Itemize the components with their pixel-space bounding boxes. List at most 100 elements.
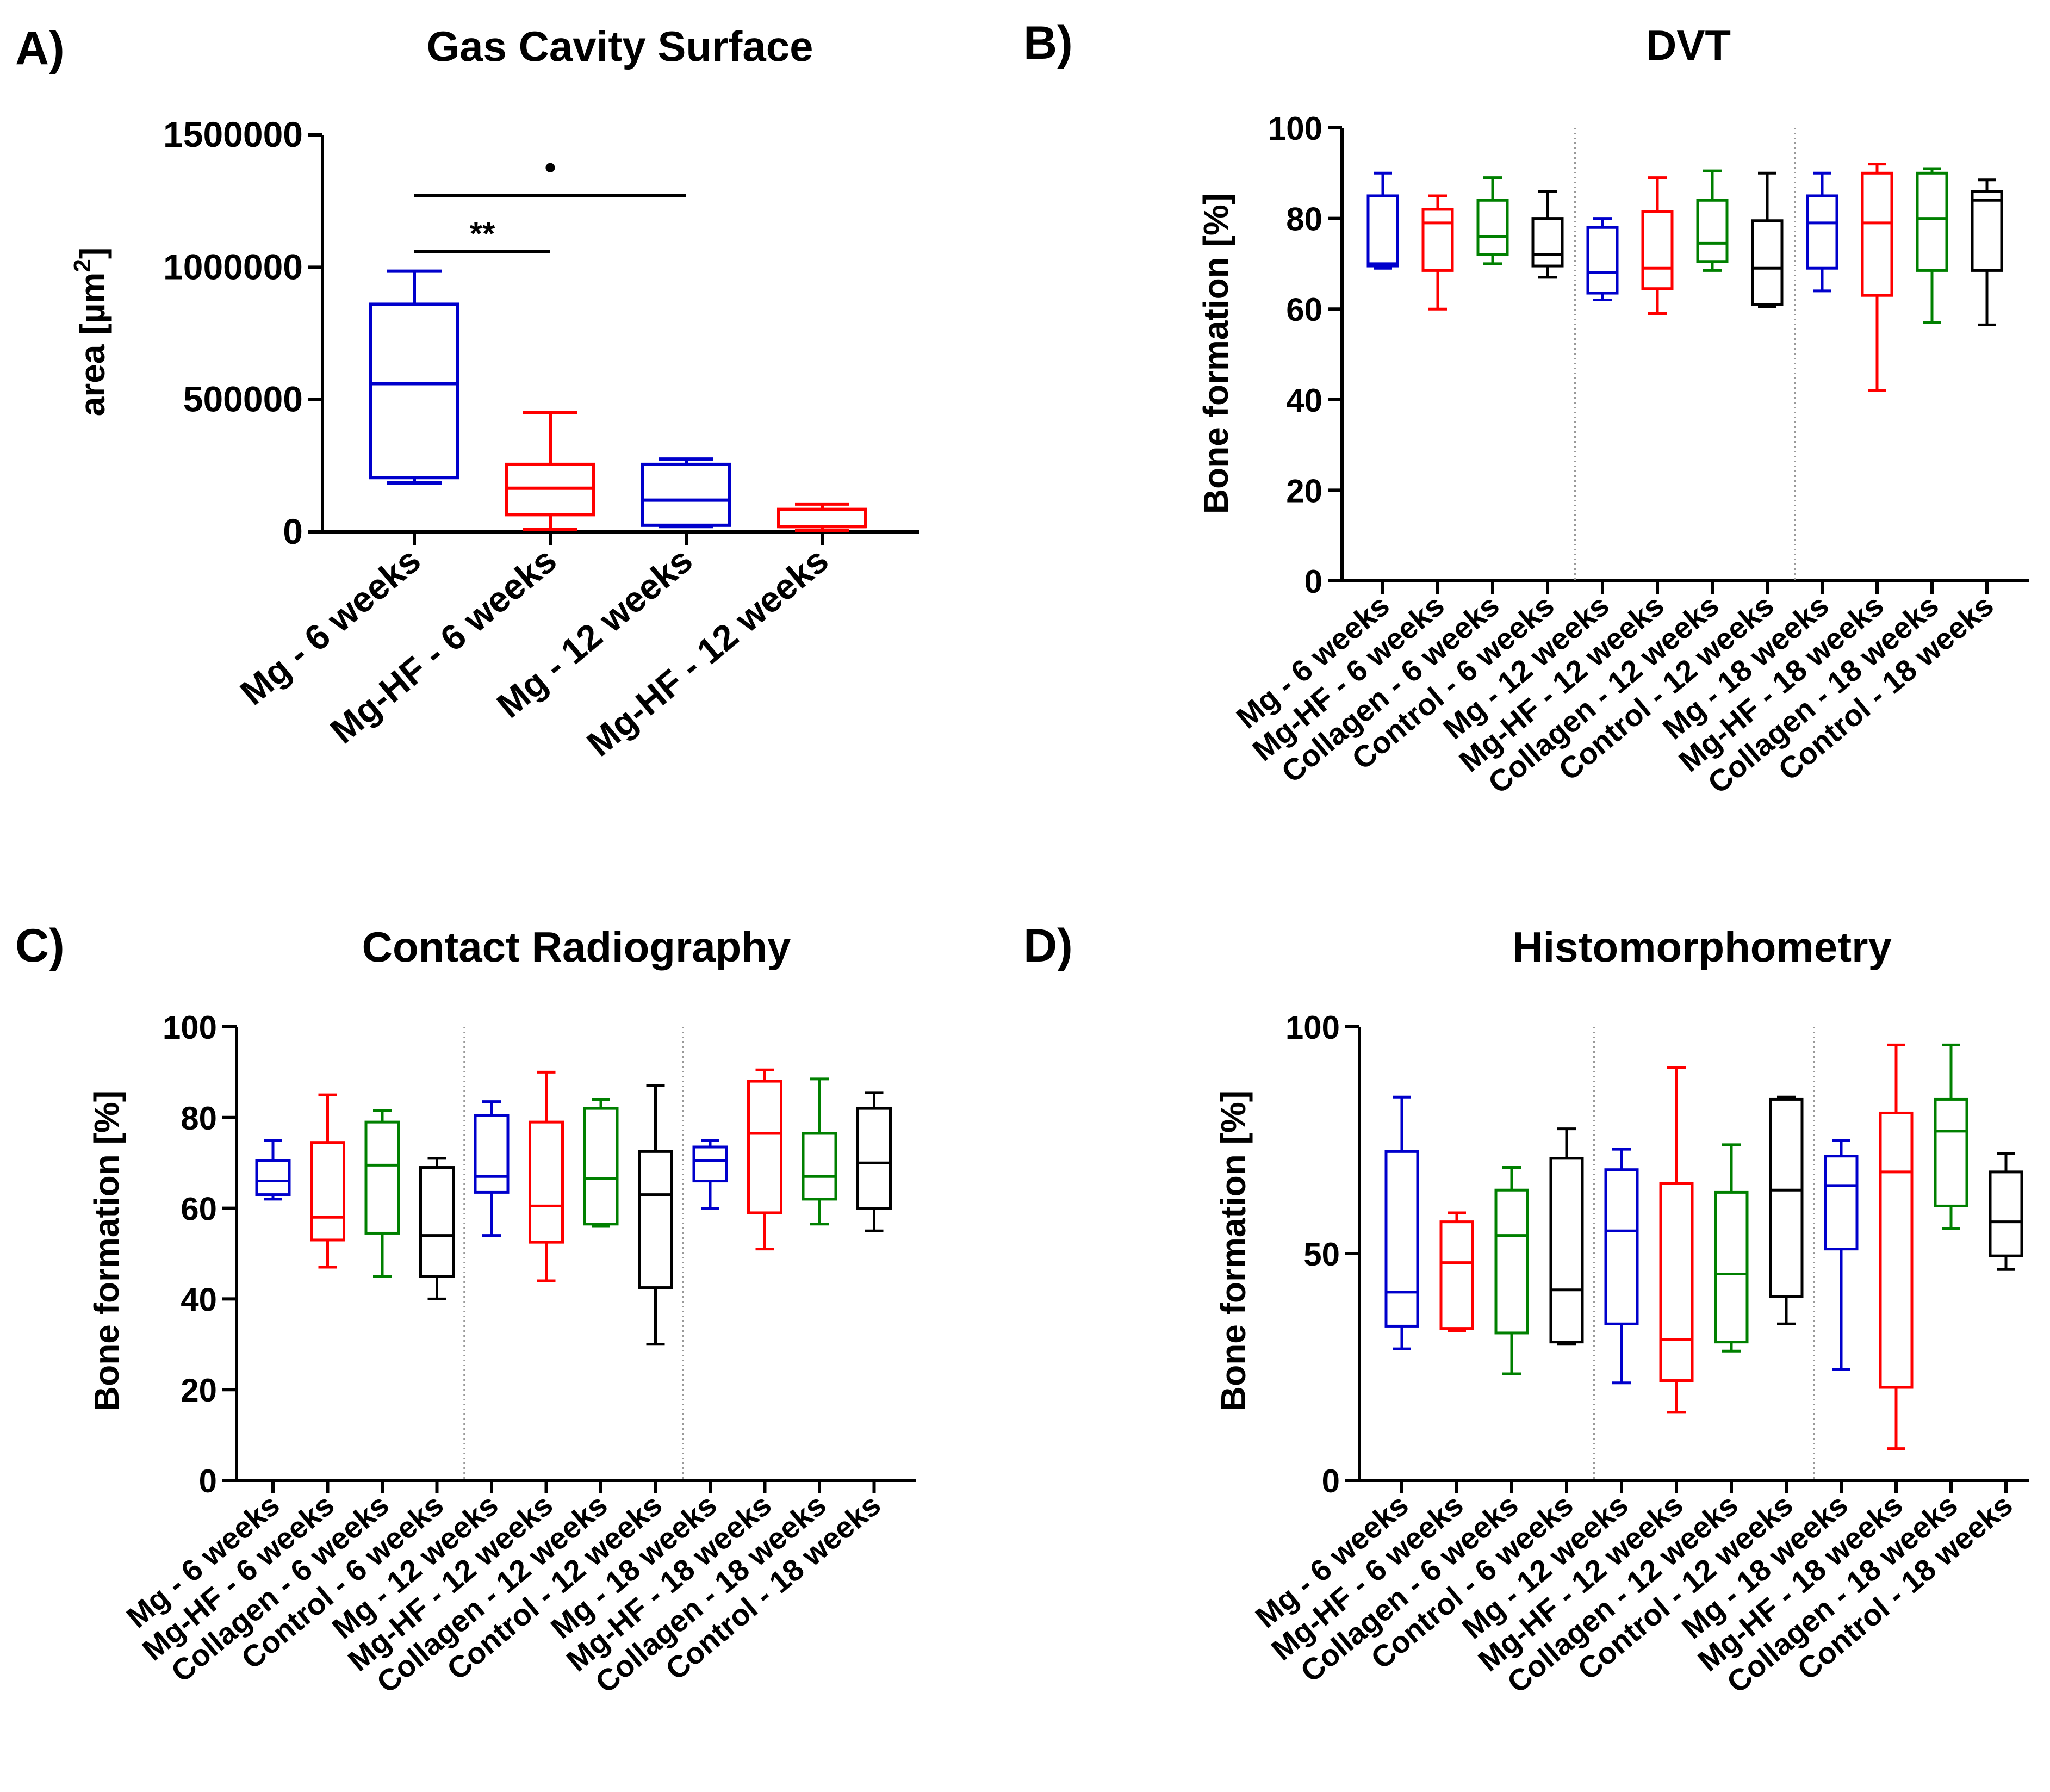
panel-a-significance-label: • — [544, 149, 556, 185]
panel-c-ytick-label: 20 — [181, 1372, 217, 1409]
panel-d-ytick-label: 50 — [1303, 1236, 1340, 1273]
box-iqr — [419, 1166, 455, 1278]
panel-a-y-axis-label-end: ] — [73, 247, 112, 259]
panel-b-box-mg-hf-18-weeks — [1861, 163, 1893, 392]
box-iqr — [1439, 1220, 1474, 1330]
box-iqr — [641, 462, 731, 527]
panel-c-box-mg-hf-12-weeks — [529, 1070, 564, 1282]
panel-a-letter: A) — [15, 22, 65, 75]
panel-a-y-axis-label-text: area [µm — [73, 272, 112, 417]
box-iqr — [1421, 208, 1454, 272]
panel-a-y-axis-label: area [µm2] — [69, 247, 112, 416]
box-iqr — [1916, 171, 1948, 272]
panel-b-box-collagen-18-weeks — [1916, 167, 1948, 324]
box-iqr — [1971, 190, 2003, 272]
panel-c-ytick-label: 60 — [181, 1191, 217, 1227]
panel-d-box-collagen-18-weeks — [1934, 1043, 1968, 1230]
panel-c-box-collagen-18-weeks — [802, 1077, 837, 1226]
panel-b-box-control-18-weeks — [1971, 178, 2003, 326]
box-iqr — [529, 1120, 564, 1244]
box-iqr — [255, 1159, 291, 1196]
panel-b-box-mg-hf-12-weeks — [1641, 176, 1674, 315]
panel-b-box-collagen-12-weeks — [1696, 169, 1729, 272]
panel-d-ytick-label: 100 — [1285, 1009, 1340, 1046]
panel-b-box-collagen-6-weeks — [1476, 176, 1509, 265]
panel-b-ytick-label: 60 — [1286, 292, 1322, 328]
panel-c-box-control-6-weeks — [419, 1157, 455, 1300]
panel-c-letter: C) — [15, 920, 65, 972]
panel-d-box-mg-6-weeks — [1384, 1095, 1419, 1350]
box-iqr — [692, 1145, 728, 1183]
panel-c-box-collagen-6-weeks — [364, 1109, 400, 1278]
panel-a-ytick-label: 1000000 — [163, 246, 303, 287]
panel-b-box-mg-18-weeks — [1806, 171, 1838, 293]
panel-b-box-mg-12-weeks — [1586, 217, 1619, 302]
box-iqr — [1494, 1188, 1529, 1335]
box-iqr — [1714, 1190, 1749, 1344]
box-iqr — [1934, 1097, 1968, 1207]
box-iqr — [1531, 217, 1564, 268]
panel-c-box-mg-12-weeks — [474, 1100, 510, 1237]
panel-b-box-mg-6-weeks — [1366, 171, 1399, 270]
panel-a-box-mg-12-weeks — [641, 457, 731, 529]
box-iqr — [1586, 226, 1619, 295]
panel-d-box-mg-12-weeks — [1604, 1148, 1639, 1385]
panel-d-box-mg-hf-12-weeks — [1659, 1066, 1694, 1414]
panel-a-ytick-label: 0 — [283, 511, 303, 551]
panel-b-ytick-label: 80 — [1286, 201, 1322, 238]
panel-b-y-axis-label: Bone formation [%] — [1196, 193, 1235, 514]
panel-c-ytick-label: 80 — [181, 1100, 217, 1137]
box-iqr — [1641, 210, 1674, 290]
panel-d-box-control-12-weeks — [1769, 1095, 1804, 1325]
panel-b-ytick-label: 20 — [1286, 473, 1322, 509]
box-iqr — [1476, 199, 1509, 256]
box-iqr — [747, 1080, 782, 1214]
panel-a-box-mg-6-weeks — [369, 269, 459, 485]
panel-c-box-mg-hf-18-weeks — [747, 1068, 782, 1251]
box-iqr — [310, 1141, 345, 1242]
panel-c-box-mg-6-weeks — [255, 1139, 291, 1201]
box-iqr — [364, 1120, 400, 1235]
box-iqr — [1696, 199, 1729, 263]
box-iqr — [1751, 219, 1784, 306]
panel-a-ytick-label: 500000 — [183, 379, 303, 419]
box-iqr — [1879, 1111, 1914, 1389]
panel-c-box-collagen-12-weeks — [583, 1097, 619, 1228]
box-iqr — [369, 302, 459, 480]
box-iqr — [583, 1107, 619, 1226]
box-iqr — [474, 1114, 510, 1194]
panel-b-ytick-label: 0 — [1304, 563, 1322, 600]
panel-b-box-mg-hf-6-weeks — [1421, 194, 1454, 311]
box-iqr — [802, 1132, 837, 1201]
box-iqr — [1824, 1155, 1859, 1251]
panel-d-letter: D) — [1023, 920, 1073, 972]
box-iqr — [1366, 194, 1399, 268]
box-iqr — [1659, 1182, 1694, 1382]
panel-b-ytick-label: 100 — [1268, 110, 1322, 147]
panel-b-box-control-6-weeks — [1531, 190, 1564, 279]
panel-d-box-control-18-weeks — [1989, 1152, 2023, 1271]
panel-d-ytick-label: 0 — [1322, 1463, 1340, 1499]
panel-d-box-mg-hf-18-weeks — [1879, 1043, 1914, 1450]
panel-d-box-mg-hf-6-weeks — [1439, 1211, 1474, 1332]
panel-d-title: Histomorphometry — [1512, 923, 1892, 971]
box-iqr — [1989, 1170, 2023, 1257]
panel-c-box-control-18-weeks — [856, 1091, 892, 1232]
panel-c-box-mg-hf-6-weeks — [310, 1093, 345, 1269]
panel-b-letter: B) — [1023, 17, 1073, 69]
panel-d-y-axis-label: Bone formation [%] — [1214, 1090, 1253, 1411]
panel-d-box-collagen-6-weeks — [1494, 1166, 1529, 1375]
panel-d-box-control-6-weeks — [1549, 1127, 1584, 1346]
panel-c-title: Contact Radiography — [362, 923, 791, 971]
box-iqr — [1769, 1097, 1804, 1298]
box-iqr — [856, 1107, 892, 1210]
panel-d-box-collagen-12-weeks — [1714, 1143, 1749, 1353]
box-iqr — [638, 1150, 673, 1289]
panel-c-ytick-label: 40 — [181, 1281, 217, 1318]
panel-a-title: Gas Cavity Surface — [426, 22, 813, 70]
panel-c-box-control-12-weeks — [638, 1084, 673, 1346]
box-iqr — [1604, 1168, 1639, 1325]
panel-a-significance-label: ** — [470, 215, 495, 252]
box-iqr — [1384, 1150, 1419, 1328]
